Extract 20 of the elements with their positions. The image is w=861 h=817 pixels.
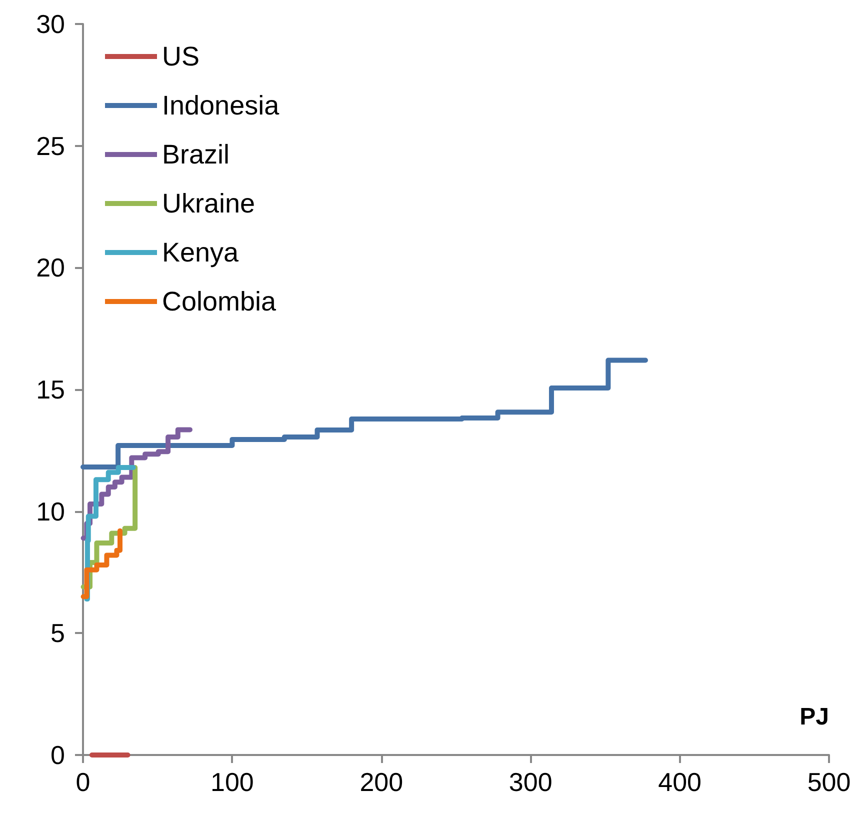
y-tick-label: 5 bbox=[50, 618, 65, 648]
y-tick-label: 10 bbox=[36, 496, 65, 526]
x-axis-title: PJ bbox=[800, 704, 829, 730]
legend-label: Colombia bbox=[162, 286, 278, 316]
y-tick-label: 20 bbox=[36, 252, 65, 283]
x-tick-label: 200 bbox=[360, 767, 404, 797]
legend-label: Kenya bbox=[162, 238, 240, 268]
x-tick-label: 300 bbox=[508, 767, 552, 797]
x-tick-label: 0 bbox=[76, 767, 90, 797]
legend-label: Ukraine bbox=[162, 188, 256, 218]
x-tick-label: 100 bbox=[210, 767, 254, 797]
x-tick-label: 400 bbox=[658, 767, 702, 797]
y-tick-label: 15 bbox=[36, 374, 65, 404]
y-tick-label: 25 bbox=[36, 130, 65, 161]
legend-label: Brazil bbox=[162, 140, 230, 170]
y-tick-label: 0 bbox=[50, 740, 65, 770]
y-tick-label: 30 bbox=[36, 9, 65, 39]
legend-label: Indonesia bbox=[162, 90, 280, 120]
x-tick-label: 500 bbox=[807, 767, 851, 797]
legend-label: US bbox=[162, 42, 200, 72]
